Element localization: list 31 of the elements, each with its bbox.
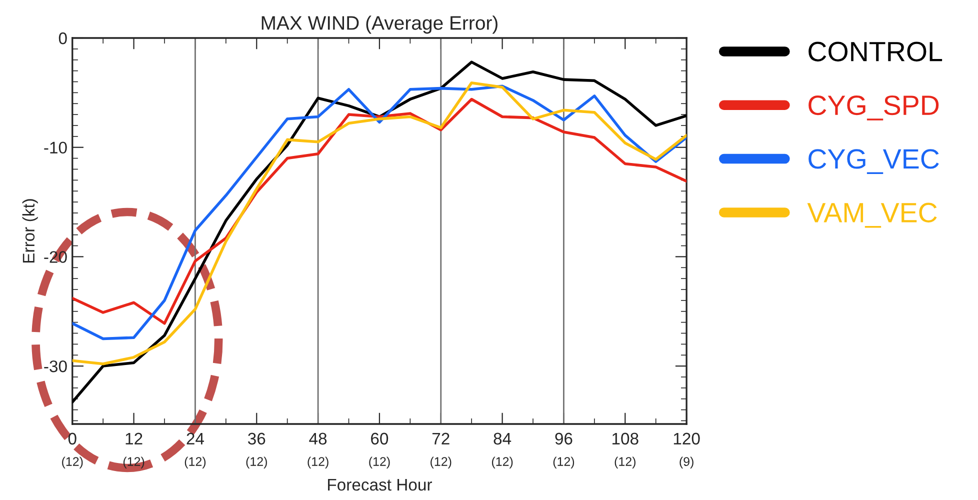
- text: (12): [369, 456, 390, 468]
- x-tick-label: 12: [126, 432, 142, 444]
- text: (12): [62, 456, 83, 468]
- y-tick-label: -30: [44, 360, 67, 372]
- legend-label: VAM_VEC: [807, 202, 937, 228]
- text: (12): [553, 456, 574, 468]
- text: (12): [492, 456, 513, 468]
- text: (9): [680, 456, 694, 468]
- x-tick-label: 48: [309, 432, 327, 445]
- text: (12): [430, 456, 452, 468]
- x-tick-label: 0: [68, 432, 76, 445]
- x-tick-label: 84: [494, 432, 512, 445]
- text: (12): [184, 456, 206, 468]
- x-axis-title: Forecast Hour: [328, 479, 432, 491]
- y-tick-label: 0: [58, 32, 67, 44]
- legend-label: CONTROL: [808, 42, 942, 62]
- x-tick-label: 120: [674, 432, 700, 445]
- text: (12): [246, 456, 267, 468]
- chart-title: MAX WIND (Average Error): [262, 16, 498, 34]
- y-tick-label: -10: [44, 142, 67, 154]
- x-tick-label: 24: [186, 432, 204, 444]
- legend-label: CYG_SPD: [808, 95, 939, 120]
- y-axis-title: Error (kt): [22, 199, 38, 262]
- legend-label: CYG_VEC: [808, 149, 939, 174]
- x-tick-label: 36: [248, 432, 266, 445]
- x-tick-label: 60: [371, 432, 388, 445]
- x-tick-label: 72: [432, 432, 450, 444]
- x-tick-label: 96: [555, 432, 572, 445]
- x-tick-label: 108: [612, 432, 638, 445]
- text: (12): [614, 456, 636, 468]
- text: (12): [308, 456, 328, 468]
